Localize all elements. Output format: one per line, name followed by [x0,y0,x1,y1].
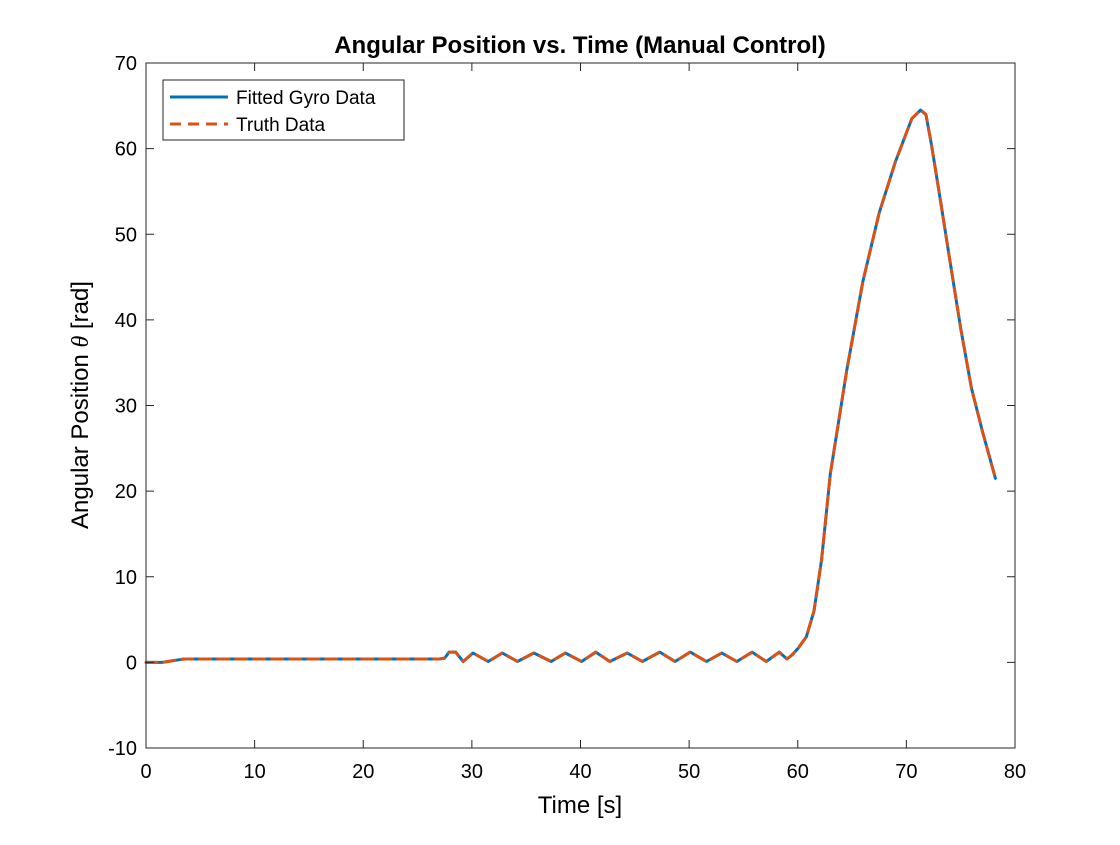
y-axis-label-prefix: Angular Position [67,348,94,529]
x-tick-label: 40 [569,761,591,783]
y-tick-label: 70 [115,53,137,75]
x-tick-label: 80 [1004,761,1026,783]
legend-label-truth-data: Truth Data [236,115,325,136]
y-tick-label: 60 [115,139,137,161]
plot-area [146,63,1015,748]
y-axis-label-suffix: [rad] [67,281,94,336]
y-axis-label-symbol: θ [68,336,94,348]
chart-title: Angular Position vs. Time (Manual Contro… [334,32,826,59]
y-tick-label: 0 [126,652,137,674]
x-axis-label: Time [s] [538,792,622,819]
series-layer [144,108,997,664]
y-axis-label: Angular Position θ [rad] [67,281,94,529]
x-tick-label: 60 [787,761,809,783]
legend-box [162,79,405,141]
y-tick-label: 20 [115,481,137,503]
x-tick-label: 20 [352,761,374,783]
x-tick-label: 30 [461,761,483,783]
y-tick-label: 50 [115,224,137,246]
legend: Fitted Gyro Data Truth Data [162,79,405,141]
x-tick-label: 10 [244,761,266,783]
series-line-truth-data [144,108,997,664]
x-tick-label: 70 [895,761,917,783]
y-tick-label: 30 [115,396,137,418]
x-tick-label: 50 [678,761,700,783]
y-tick-label: 40 [115,310,137,332]
legend-label-fitted-gyro-data: Fitted Gyro Data [236,88,376,109]
x-tick-label: 0 [140,761,151,783]
y-tick-label: 10 [115,567,137,589]
y-tick-label: -10 [108,738,137,760]
